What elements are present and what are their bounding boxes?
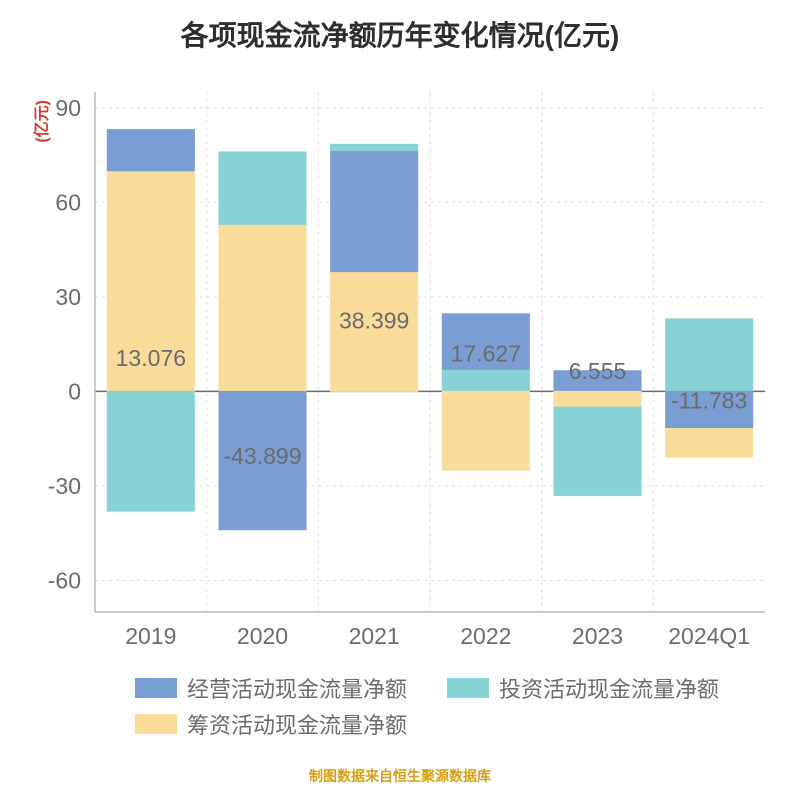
bar-segment — [107, 391, 194, 511]
svg-text:90: 90 — [55, 95, 81, 121]
value-label: -43.899 — [223, 443, 301, 469]
legend-label: 投资活动现金流量净额 — [499, 672, 719, 704]
legend-item-financing: 筹资活动现金流量净额 — [135, 708, 407, 740]
legend-swatch — [135, 714, 177, 734]
svg-text:2021: 2021 — [349, 623, 400, 649]
svg-text:2023: 2023 — [572, 623, 623, 649]
legend-swatch — [447, 678, 489, 698]
value-label: 38.399 — [339, 307, 409, 333]
chart-plot-area: -60-300306090201920202021202220232024Q11… — [95, 92, 765, 612]
legend-item-investing: 投资活动现金流量净额 — [447, 672, 719, 704]
y-axis-label: (亿元) — [28, 100, 52, 143]
chart-credit: 制图数据来自恒生聚源数据库 — [0, 766, 800, 786]
bar-segment — [554, 391, 641, 407]
value-label: -11.783 — [671, 388, 747, 414]
bar-segment — [666, 429, 753, 457]
legend-item-operating: 经营活动现金流量净额 — [135, 672, 407, 704]
bar-segment — [219, 224, 306, 391]
bar-segment — [219, 152, 306, 224]
chart-title: 各项现金流净额历年变化情况(亿元) — [0, 14, 800, 54]
bar-segment — [331, 144, 418, 150]
svg-text:-30: -30 — [48, 473, 81, 499]
svg-text:2020: 2020 — [237, 623, 288, 649]
value-label: 17.627 — [451, 340, 521, 366]
chart-svg: -60-300306090201920202021202220232024Q11… — [95, 92, 765, 612]
legend-label: 经营活动现金流量净额 — [187, 672, 407, 704]
svg-text:30: 30 — [55, 284, 81, 310]
bar-segment — [107, 130, 194, 171]
chart-legend: 经营活动现金流量净额 投资活动现金流量净额筹资活动现金流量净额 — [135, 670, 719, 742]
bar-segment — [666, 319, 753, 391]
value-label: 13.076 — [116, 345, 186, 371]
svg-text:0: 0 — [68, 378, 81, 404]
legend-swatch — [135, 678, 177, 698]
svg-text:2019: 2019 — [125, 623, 176, 649]
bar-segment — [554, 407, 641, 495]
bar-segment — [331, 151, 418, 272]
legend-label: 筹资活动现金流量净额 — [187, 708, 407, 740]
bar-segment — [442, 391, 529, 470]
svg-text:2024Q1: 2024Q1 — [668, 623, 750, 649]
bar-segment — [442, 369, 529, 391]
value-label: 6.555 — [569, 358, 627, 384]
svg-text:2022: 2022 — [460, 623, 511, 649]
svg-text:-60: -60 — [48, 567, 81, 593]
svg-text:60: 60 — [55, 189, 81, 215]
